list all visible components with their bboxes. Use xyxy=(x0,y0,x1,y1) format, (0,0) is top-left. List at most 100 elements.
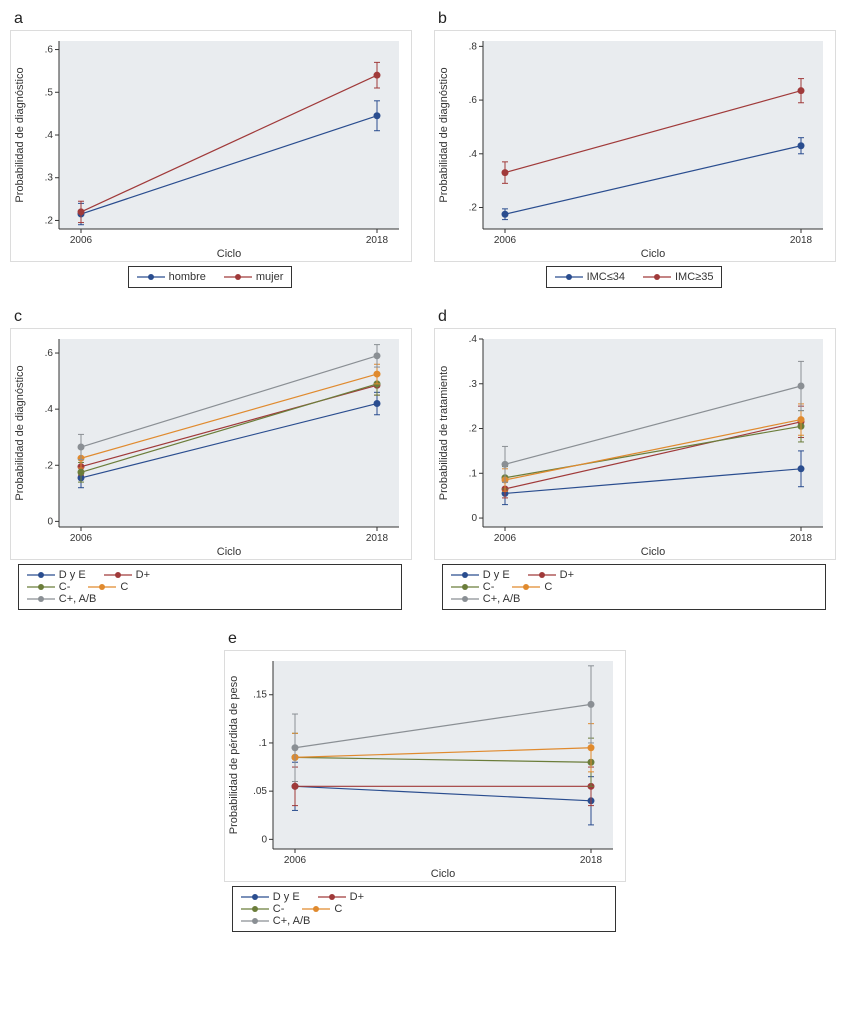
legend-item: IMC≥35 xyxy=(643,271,713,283)
xtick-label: 2018 xyxy=(580,855,603,866)
legend-label: C xyxy=(544,581,552,593)
panel-label: a xyxy=(14,10,410,28)
ytick-label: .6 xyxy=(469,95,478,106)
xtick-label: 2006 xyxy=(494,235,517,246)
data-point xyxy=(502,169,509,176)
legend-label: C- xyxy=(483,581,495,593)
ytick-label: .4 xyxy=(45,404,54,415)
legend-label: C xyxy=(334,903,342,915)
ytick-label: .1 xyxy=(469,468,478,479)
data-point xyxy=(798,465,805,472)
legend: D y E D+ C- C C+, A/B xyxy=(442,564,826,610)
y-axis-title: Probabilidad de diagnóstico xyxy=(14,67,26,202)
data-point xyxy=(78,469,85,476)
legend-label: D+ xyxy=(560,569,574,581)
ytick-label: .6 xyxy=(45,348,54,359)
y-axis-title: Probabilidad de pérdida de peso xyxy=(228,676,240,834)
ytick-label: 0 xyxy=(47,516,53,527)
x-axis-title: Ciclo xyxy=(641,248,665,260)
xtick-label: 2006 xyxy=(70,235,93,246)
ytick-label: .2 xyxy=(469,203,478,214)
chart-c: 0.2.4.620062018Probabilidad de diagnósti… xyxy=(11,329,411,559)
panel-label: c xyxy=(14,308,410,326)
legend-label: hombre xyxy=(169,271,206,283)
ytick-label: .1 xyxy=(259,738,268,749)
legend: D y E D+ C- C C+, A/B xyxy=(18,564,402,610)
panel-label: e xyxy=(228,630,624,648)
ytick-label: .2 xyxy=(469,424,478,435)
xtick-label: 2018 xyxy=(790,533,813,544)
ytick-label: 0 xyxy=(261,834,267,845)
legend-item: mujer xyxy=(224,271,284,283)
chart-a: .2.3.4.5.620062018Probabilidad de diagnó… xyxy=(11,31,411,261)
panel-label: d xyxy=(438,308,834,326)
ytick-label: .05 xyxy=(253,786,267,797)
data-point xyxy=(588,744,595,751)
legend-label: C+, A/B xyxy=(59,593,97,605)
xtick-label: 2018 xyxy=(366,235,389,246)
data-point xyxy=(374,371,381,378)
y-axis-title: Probabilidad de tratamiento xyxy=(438,366,450,501)
legend-item: C xyxy=(302,903,342,915)
data-point xyxy=(374,400,381,407)
data-point xyxy=(502,211,509,218)
ytick-label: .4 xyxy=(469,334,478,345)
legend: IMC≤34 IMC≥35 xyxy=(546,266,723,288)
chart-d: 0 .1 .2 .3 .4 2006 2018 Probabilidad de tratami… xyxy=(435,329,835,559)
panel-e: e0.05.1.1520062018Probabilidad de pérdid… xyxy=(10,630,838,932)
legend-label: C+, A/B xyxy=(483,593,521,605)
legend-label: D y E xyxy=(59,569,86,581)
legend: D y E D+ C- C C+, A/B xyxy=(232,886,616,932)
data-point xyxy=(374,352,381,359)
legend-label: D+ xyxy=(136,569,150,581)
xtick-label: 2006 xyxy=(284,855,307,866)
ytick-label: .3 xyxy=(45,173,54,184)
panel-a: a.2.3.4.5.620062018Probabilidad de diagn… xyxy=(10,10,414,288)
data-point xyxy=(798,142,805,149)
legend-label: D y E xyxy=(483,569,510,581)
legend-item: D+ xyxy=(104,569,150,581)
data-point xyxy=(292,744,299,751)
data-point xyxy=(502,461,509,468)
legend-label: C xyxy=(120,581,128,593)
panel-label: b xyxy=(438,10,834,28)
x-axis-title: Ciclo xyxy=(217,546,241,558)
data-point xyxy=(374,112,381,119)
legend-item: C+, A/B xyxy=(27,593,97,605)
legend-label: mujer xyxy=(256,271,284,283)
legend-item: D y E xyxy=(241,891,300,903)
data-point xyxy=(78,208,85,215)
data-point xyxy=(374,72,381,79)
ytick-label: .4 xyxy=(469,149,478,160)
panel-c: c0.2.4.620062018Probabilidad de diagnóst… xyxy=(10,308,414,610)
y-axis-title: Probabilidad de diagnóstico xyxy=(438,67,450,202)
legend-label: IMC≥35 xyxy=(675,271,713,283)
data-point xyxy=(798,416,805,423)
legend-label: D y E xyxy=(273,891,300,903)
legend-label: C- xyxy=(273,903,285,915)
y-axis-title: Probabilidad de diagnóstico xyxy=(14,365,26,500)
legend-item: D+ xyxy=(318,891,364,903)
legend-item: D+ xyxy=(528,569,574,581)
xtick-label: 2006 xyxy=(70,533,93,544)
data-point xyxy=(78,444,85,451)
data-point xyxy=(798,87,805,94)
chart-b: .2.4.6.820062018Probabilidad de diagnóst… xyxy=(435,31,835,261)
legend-item: C- xyxy=(27,581,71,593)
legend-label: C+, A/B xyxy=(273,915,311,927)
data-point xyxy=(798,383,805,390)
xtick-label: 2018 xyxy=(790,235,813,246)
ytick-label: .2 xyxy=(45,460,54,471)
x-axis-title: Ciclo xyxy=(641,546,665,558)
legend-item: C xyxy=(512,581,552,593)
legend-label: D+ xyxy=(350,891,364,903)
ytick-label: 0 xyxy=(471,513,477,524)
legend-label: IMC≤34 xyxy=(587,271,625,283)
legend-item: C+, A/B xyxy=(241,915,311,927)
chart-e: 0.05.1.1520062018Probabilidad de pérdida… xyxy=(225,651,625,881)
legend-item: C- xyxy=(241,903,285,915)
legend-label: C- xyxy=(59,581,71,593)
data-point xyxy=(588,701,595,708)
ytick-label: .3 xyxy=(469,379,478,390)
xtick-label: 2006 xyxy=(494,533,517,544)
